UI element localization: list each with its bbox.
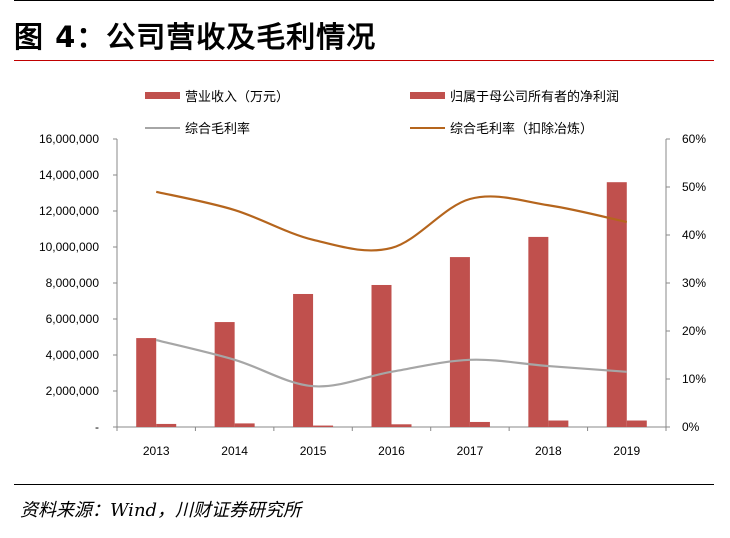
x-tick-label: 2018: [535, 444, 562, 458]
right-tick-label: 20%: [682, 324, 706, 338]
left-tick-label: 8,000,000: [46, 276, 100, 290]
net-profit-bar: [391, 424, 412, 427]
x-tick-label: 2016: [378, 444, 405, 458]
right-tick-label: 0%: [682, 420, 700, 434]
figure-title: 图 4：公司营收及毛利情况: [14, 20, 377, 54]
revenue-bar: [293, 293, 314, 427]
net-profit-bar: [548, 420, 569, 427]
x-tick-label: 2019: [613, 444, 640, 458]
net-profit-bar: [469, 421, 490, 427]
net-profit-bar: [313, 425, 334, 427]
revenue-bar: [136, 338, 157, 427]
x-tick-label: 2013: [143, 444, 170, 458]
gross-margin-ex-smelting-line: [155, 190, 628, 252]
right-tick-label: 30%: [682, 276, 706, 290]
left-tick-label: 4,000,000: [46, 348, 100, 362]
left-tick-label: 12,000,000: [39, 204, 99, 218]
right-tick-label: 40%: [682, 228, 706, 242]
legend-label: 归属于母公司所有者的净利润: [450, 89, 619, 105]
revenue-bar: [449, 257, 470, 427]
x-tick-label: 2014: [221, 444, 248, 458]
x-tick-label: 2015: [300, 444, 327, 458]
x-tick-label: 2017: [457, 444, 484, 458]
left-tick-label: 6,000,000: [46, 312, 100, 326]
gross-margin-line: [155, 339, 627, 388]
net-profit-bar: [156, 423, 177, 427]
right-tick-label: 50%: [682, 180, 706, 194]
bottom-rule: [14, 484, 714, 485]
right-tick-label: 10%: [682, 372, 706, 386]
legend-label: 综合毛利率: [185, 121, 250, 137]
source-note: 资料来源：Wind，川财证券研究所: [20, 500, 302, 521]
revenue-bar: [606, 182, 627, 427]
top-rule: [14, 0, 714, 1]
legend-label: 综合毛利率（扣除冶炼）: [450, 121, 593, 137]
right-tick-label: 60%: [682, 132, 706, 146]
net-profit-bar: [234, 423, 255, 427]
legend-swatch: [145, 92, 180, 99]
left-tick-label: 14,000,000: [39, 168, 99, 182]
left-tick-label: 16,000,000: [39, 132, 99, 146]
left-tick-label: -: [95, 420, 99, 434]
net-profit-bar: [626, 420, 647, 427]
revenue-bar: [528, 236, 549, 427]
title-rule: [14, 60, 714, 61]
legend-label: 营业收入（万元）: [185, 90, 289, 105]
legend-swatch: [410, 92, 445, 99]
revenue-bar: [214, 322, 235, 427]
left-tick-label: 10,000,000: [39, 240, 99, 254]
revenue-bar: [371, 284, 392, 427]
left-tick-label: 2,000,000: [46, 384, 100, 398]
